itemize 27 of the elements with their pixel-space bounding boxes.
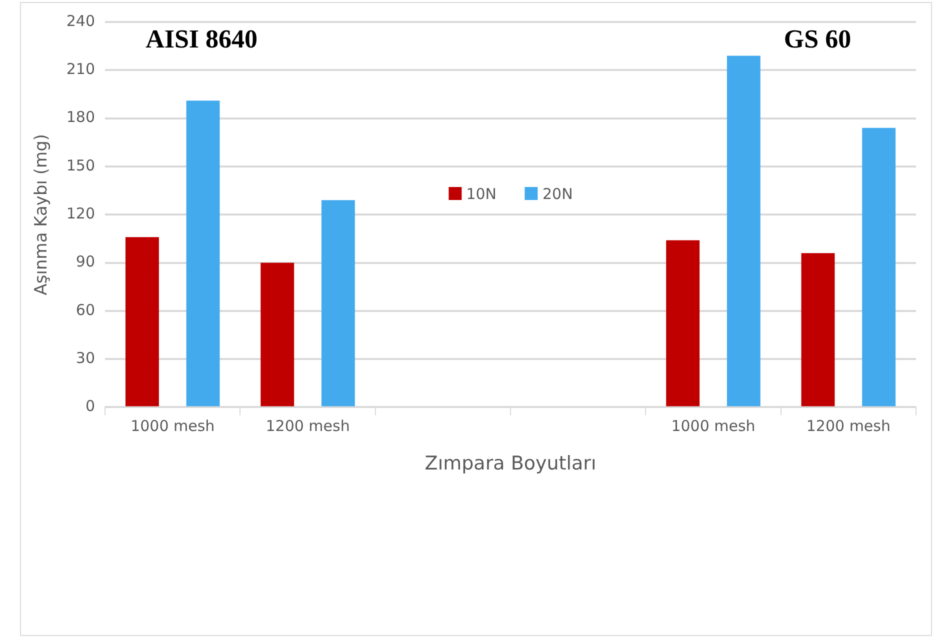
annotation: AISI 8640: [146, 24, 258, 54]
x-tick-label: 1200 mesh: [266, 417, 350, 436]
bar: [260, 262, 294, 406]
bar: [801, 253, 835, 406]
y-tick-label: 180: [66, 108, 96, 126]
annotation: GS 60: [784, 24, 852, 54]
y-axis-title: Aşınma Kaybı (mg): [32, 134, 52, 296]
y-tick-label: 90: [76, 252, 96, 271]
bar: [666, 240, 700, 406]
legend-label: 20N: [542, 184, 573, 203]
y-tick-label: 0: [85, 397, 96, 416]
x-axis-title: Zımpara Boyutları: [424, 452, 596, 475]
bar: [321, 200, 355, 406]
y-tick-label: 210: [66, 60, 96, 78]
bar: [726, 56, 760, 406]
x-tick-label: 1200 mesh: [806, 417, 890, 436]
y-tick-label: 30: [76, 348, 96, 367]
bar: [862, 128, 896, 406]
y-tick-label: 240: [66, 12, 96, 30]
x-tick-label: 1000 mesh: [130, 417, 215, 436]
bar: [186, 100, 220, 406]
bar: [125, 237, 159, 406]
y-tick-label: 150: [66, 156, 96, 174]
y-tick-label: 120: [66, 204, 96, 222]
legend-label: 10N: [465, 184, 496, 203]
y-tick-label: 60: [76, 300, 96, 319]
x-tick-label: 1000 mesh: [671, 417, 756, 436]
